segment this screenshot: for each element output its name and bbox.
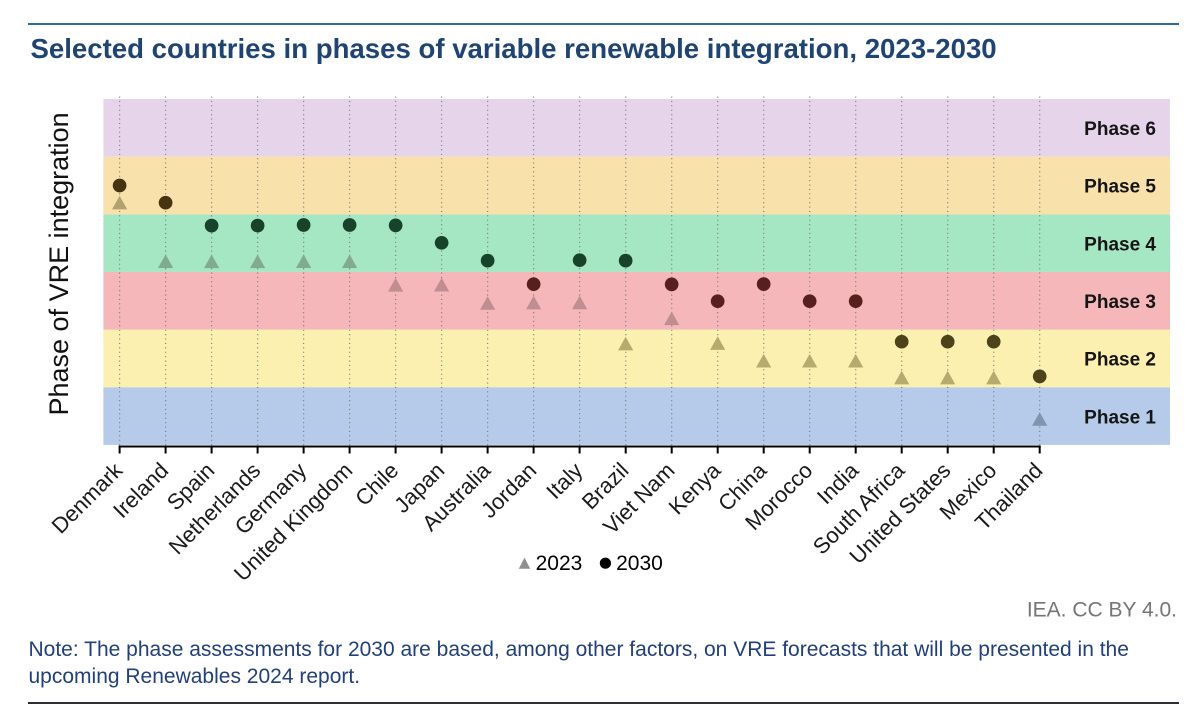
svg-text:Phase of VRE integration: Phase of VRE integration bbox=[44, 112, 74, 415]
svg-text:Selected countries in phases o: Selected countries in phases of variable… bbox=[31, 33, 997, 64]
svg-text:2023: 2023 bbox=[536, 552, 583, 575]
svg-text:Phase 5: Phase 5 bbox=[1084, 177, 1156, 198]
svg-text:upcoming Renewables 2024 repor: upcoming Renewables 2024 report. bbox=[29, 665, 361, 688]
svg-text:Phase 2: Phase 2 bbox=[1084, 350, 1156, 371]
svg-text:Phase 1: Phase 1 bbox=[1084, 407, 1156, 428]
svg-text:Phase 6: Phase 6 bbox=[1084, 119, 1156, 140]
svg-text:Note: The phase assessments fo: Note: The phase assessments for 2030 are… bbox=[29, 638, 1129, 661]
svg-text:Phase 3: Phase 3 bbox=[1084, 292, 1156, 313]
svg-text:2030: 2030 bbox=[616, 552, 663, 575]
svg-text:Phase 4: Phase 4 bbox=[1084, 234, 1156, 255]
svg-text:IEA. CC BY 4.0.: IEA. CC BY 4.0. bbox=[1027, 599, 1177, 622]
